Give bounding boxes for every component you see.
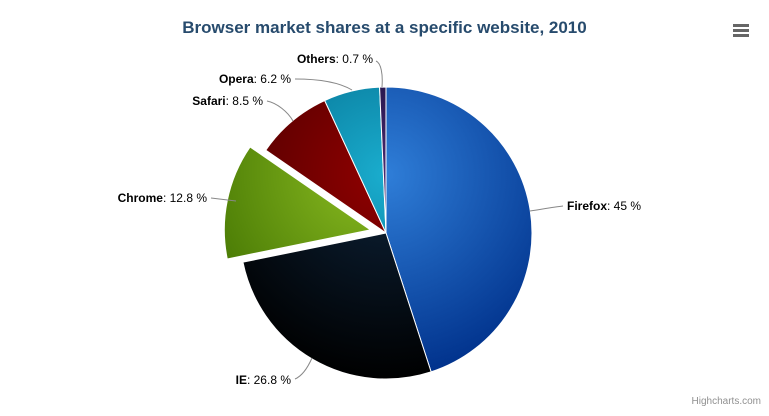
chart-title: Browser market shares at a specific webs… [182, 18, 587, 37]
hamburger-icon [733, 24, 749, 37]
data-label-value: : 26.8 % [246, 373, 291, 387]
data-label-chrome: Chrome: 12.8 % [118, 191, 207, 205]
data-label-value: : 6.2 % [253, 72, 291, 86]
data-label-name: Safari [192, 94, 226, 108]
connector-chrome [210, 197, 237, 202]
pie-slice-firefox[interactable] [385, 86, 533, 373]
data-label-name: Others [296, 52, 336, 66]
connector-ie [294, 357, 313, 380]
connector-others [375, 60, 383, 88]
data-label-name: Opera [218, 72, 254, 86]
connector-opera [294, 78, 353, 91]
data-label-value: : 8.5 % [225, 94, 263, 108]
connector-firefox [529, 205, 564, 212]
pie-slice-chrome[interactable] [223, 146, 371, 260]
pie-slice-others[interactable] [379, 86, 387, 234]
data-label-value: : 45 % [607, 199, 642, 213]
pie-slice-ie[interactable] [242, 232, 432, 380]
export-menu-button[interactable] [729, 20, 753, 42]
data-label-opera: Opera: 6.2 % [219, 72, 291, 86]
data-label-others: Others: 0.7 % [297, 52, 373, 66]
data-label-name: Chrome [117, 191, 163, 205]
data-label-value: : 12.8 % [162, 191, 207, 205]
data-label-value: : 0.7 % [335, 52, 373, 66]
data-label-firefox: Firefox: 45 % [567, 199, 641, 213]
connector-safari [266, 100, 294, 122]
data-label-name: Firefox [567, 199, 608, 213]
data-label-safari: Safari: 8.5 % [192, 94, 263, 108]
credits-link[interactable]: Highcharts.com [691, 396, 761, 407]
data-label-ie: IE: 26.8 % [236, 373, 291, 387]
data-label-name: IE [235, 373, 247, 387]
